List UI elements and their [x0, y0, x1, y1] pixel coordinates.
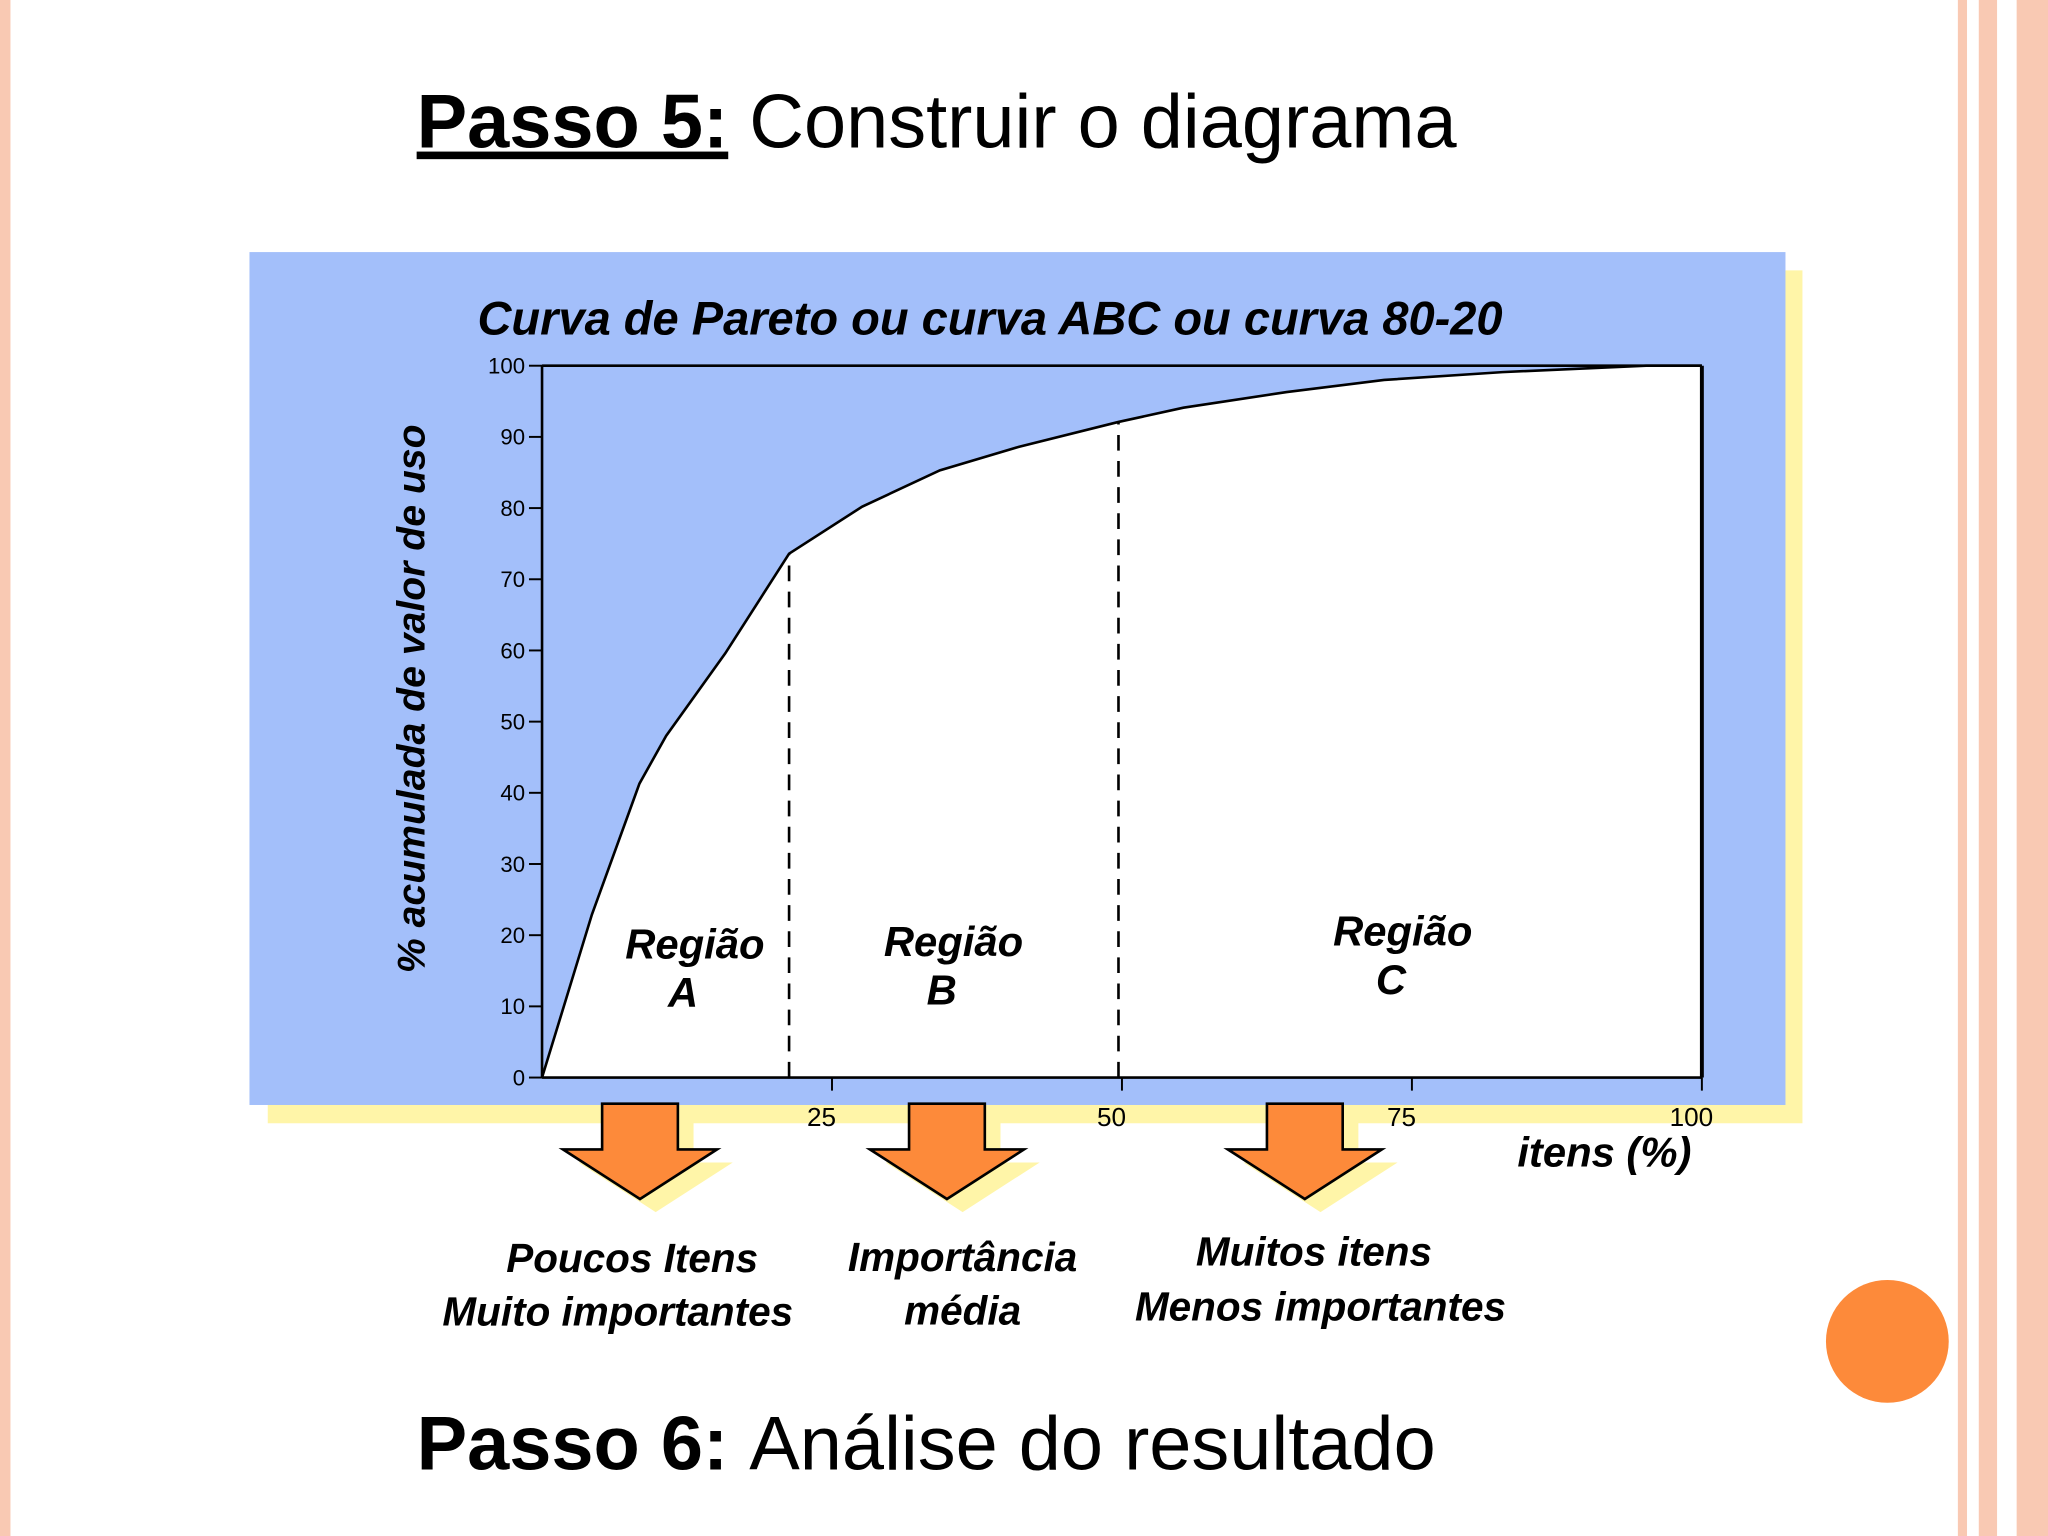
x-tick-label: 50: [1097, 1102, 1126, 1132]
decor-circle: [1825, 1280, 1949, 1403]
y-tick-label: 50: [500, 709, 525, 734]
edge-stripe: [1978, 0, 1998, 1536]
caption: Importância: [848, 1234, 1077, 1280]
edge-stripe: [1957, 0, 1968, 1536]
step-label: Passo 6:: [417, 1401, 729, 1486]
arrow: [558, 1102, 722, 1201]
arrow: [865, 1102, 1029, 1201]
x-tick-label: 100: [1670, 1102, 1714, 1132]
x-tick-label: 75: [1387, 1102, 1416, 1132]
region-label-line: A: [667, 969, 698, 1016]
step5-heading: Passo 5: Construir o diagrama: [417, 80, 1458, 165]
chart-title: Curva de Pareto ou curva ABC ou curva 80…: [477, 291, 1502, 344]
region-label-line: Região: [625, 921, 764, 968]
edge-stripe: [0, 0, 11, 1536]
area-fill: [542, 365, 1702, 1078]
y-tick-label: 90: [500, 425, 525, 450]
caption: Poucos Itens: [506, 1235, 758, 1281]
y-axis-label: % acumulada de valor de uso: [390, 424, 433, 973]
y-tick-label: 80: [500, 496, 525, 521]
step-text: Construir o diagrama: [749, 80, 1457, 165]
region-label-line: C: [1376, 956, 1407, 1003]
x-axis-label: itens (%): [1517, 1128, 1691, 1175]
region-label: Região C: [1333, 908, 1472, 1003]
arrows: [558, 1102, 1398, 1213]
captions: Poucos Itens Muito importantes Importância…: [442, 1229, 1506, 1335]
step-text: Análise do resultado: [749, 1401, 1435, 1486]
region-label: Região A: [625, 921, 764, 1016]
region-label-line: Região: [884, 918, 1023, 965]
arrow: [1223, 1102, 1387, 1201]
step-label: Passo 5:: [417, 80, 729, 165]
x-tick-label: 25: [807, 1102, 836, 1132]
region-label: Região B: [884, 918, 1023, 1013]
region-label-line: Região: [1333, 908, 1472, 955]
step6-heading: Passo 6: Análise do resultado: [417, 1401, 1436, 1486]
caption: Muitos itens: [1196, 1229, 1432, 1275]
y-tick-label: 10: [500, 994, 525, 1019]
y-tick-label: 0: [513, 1065, 525, 1090]
region-label-line: B: [927, 966, 957, 1013]
caption: Menos importantes: [1135, 1283, 1506, 1329]
y-tick-label: 20: [500, 923, 525, 948]
y-tick-label: 100: [488, 354, 525, 379]
y-tick-label: 70: [500, 567, 525, 592]
chart: Curva de Pareto ou curva ABC ou curva 80…: [390, 291, 1713, 1175]
edge-stripe: [2016, 0, 2048, 1536]
pareto-curve: [540, 364, 1702, 1078]
y-tick-label: 30: [500, 852, 525, 877]
caption: média: [904, 1287, 1021, 1333]
y-tick-label: 60: [500, 638, 525, 663]
caption: Muito importantes: [442, 1289, 793, 1335]
y-tick-label: 40: [500, 781, 525, 806]
